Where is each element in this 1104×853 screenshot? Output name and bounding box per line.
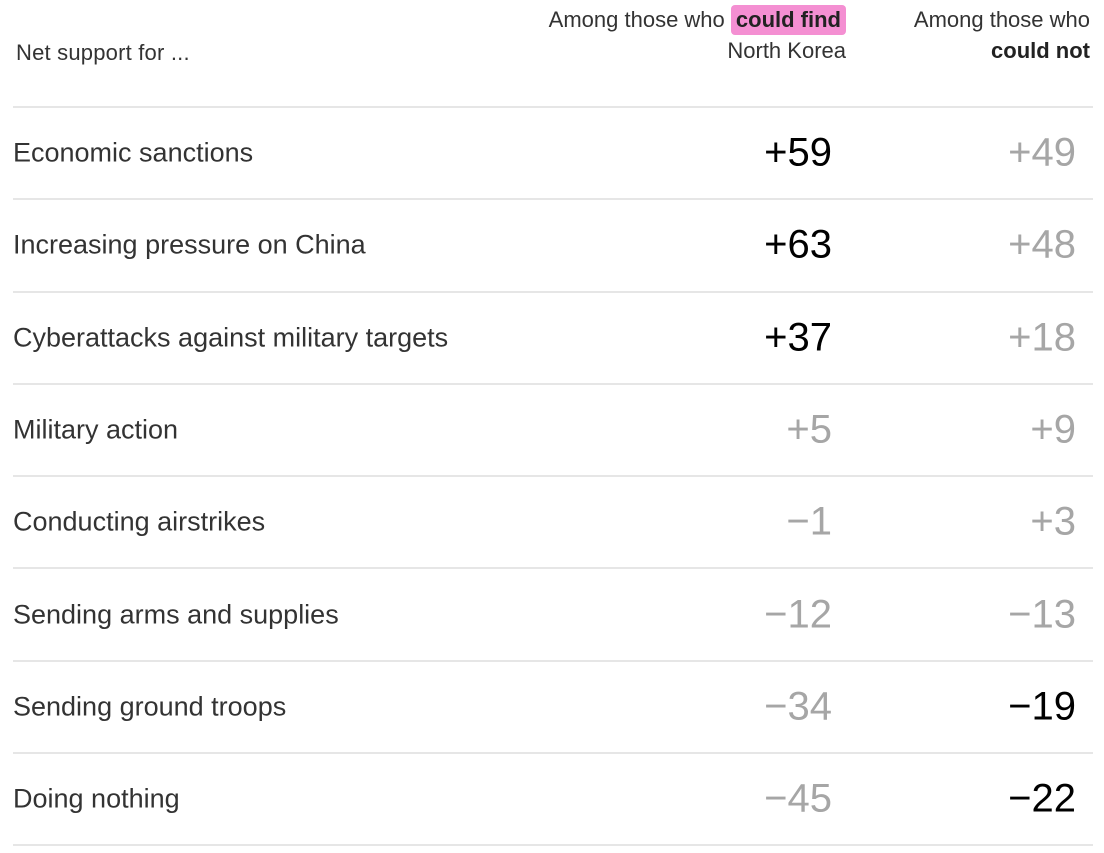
value-could-find: −12 bbox=[764, 592, 832, 637]
value-could-not: +3 bbox=[1030, 499, 1076, 544]
row-label: Sending ground troops bbox=[13, 691, 287, 722]
column-header-could-find: Among those who could find North Korea bbox=[549, 4, 846, 66]
value-could-not: −13 bbox=[1008, 592, 1076, 637]
value-could-not: +9 bbox=[1030, 407, 1076, 452]
row-label: Sending arms and supplies bbox=[13, 599, 339, 630]
value-could-find: +59 bbox=[764, 130, 832, 175]
value-could-find: +63 bbox=[764, 222, 832, 267]
value-could-find: +37 bbox=[764, 315, 832, 360]
table-row: Sending arms and supplies −12 −13 bbox=[13, 569, 1093, 662]
column-header-could-not: Among those who could not bbox=[914, 4, 1090, 66]
table-header: Net support for ... Among those who coul… bbox=[13, 0, 1093, 108]
row-header-label: Net support for ... bbox=[16, 40, 190, 65]
column-header-highlight: could not bbox=[991, 38, 1090, 63]
value-could-not: −19 bbox=[1008, 684, 1076, 729]
value-could-find: −1 bbox=[786, 499, 832, 544]
table-row: Conducting airstrikes −1 +3 bbox=[13, 477, 1093, 570]
row-label: Cyberattacks against military targets bbox=[13, 322, 449, 353]
row-label: Military action bbox=[13, 414, 179, 445]
table-body: Economic sanctions +59 +49 Increasing press… bbox=[13, 108, 1093, 847]
column-header-prefix: Among those who bbox=[548, 7, 725, 32]
table-row: Doing nothing −45 −22 bbox=[13, 754, 1093, 847]
value-could-not: +49 bbox=[1008, 130, 1076, 175]
row-label: Increasing pressure on China bbox=[13, 229, 366, 260]
table-row: Cyberattacks against military targets +37… bbox=[13, 293, 1093, 385]
row-label: Doing nothing bbox=[13, 783, 180, 814]
column-header-suffix: North Korea bbox=[727, 38, 846, 63]
row-label: Economic sanctions bbox=[13, 137, 254, 168]
table-row: Increasing pressure on China +63 +48 bbox=[13, 200, 1093, 293]
value-could-not: −22 bbox=[1008, 776, 1076, 821]
table-row: Military action +5 +9 bbox=[13, 385, 1093, 478]
table-row: Economic sanctions +59 +49 bbox=[13, 108, 1093, 201]
column-header-prefix: Among those who bbox=[913, 7, 1090, 32]
column-header-highlight: could find bbox=[730, 5, 846, 35]
value-could-find: +5 bbox=[786, 407, 832, 452]
net-support-table: Net support for ... Among those who coul… bbox=[13, 0, 1093, 847]
value-could-not: +18 bbox=[1008, 315, 1076, 360]
value-could-find: −45 bbox=[764, 776, 832, 821]
value-could-find: −34 bbox=[764, 684, 832, 729]
table-row: Sending ground troops −34 −19 bbox=[13, 662, 1093, 755]
value-could-not: +48 bbox=[1008, 222, 1076, 267]
row-label: Conducting airstrikes bbox=[13, 506, 266, 537]
